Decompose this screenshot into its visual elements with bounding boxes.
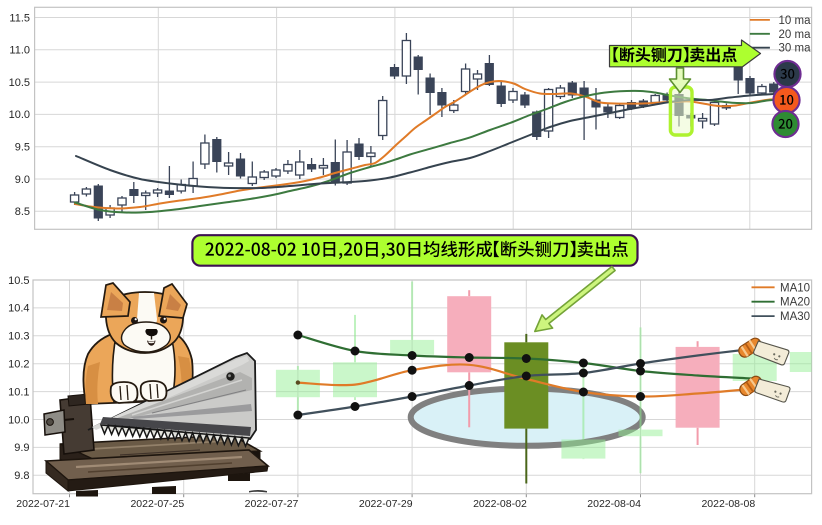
svg-text:9.8: 9.8 — [14, 470, 29, 482]
svg-text:MA20: MA20 — [780, 297, 810, 309]
svg-text:2022-07-25: 2022-07-25 — [130, 498, 184, 510]
svg-text:11.0: 11.0 — [9, 45, 30, 57]
svg-text:10.0: 10.0 — [9, 109, 30, 121]
svg-text:9.5: 9.5 — [15, 142, 30, 154]
svg-text:8.5: 8.5 — [15, 206, 30, 218]
svg-text:2022-08-02: 2022-08-02 — [473, 498, 527, 510]
svg-text:10.1: 10.1 — [8, 386, 29, 398]
svg-text:2022-07-29: 2022-07-29 — [359, 498, 413, 510]
svg-text:2022-07-21: 2022-07-21 — [16, 498, 70, 510]
svg-text:10.2: 10.2 — [8, 359, 29, 371]
svg-text:2022-08-04: 2022-08-04 — [587, 498, 641, 510]
svg-text:10 ma: 10 ma — [779, 15, 812, 27]
svg-text:10.5: 10.5 — [9, 77, 30, 89]
svg-text:MA30: MA30 — [780, 311, 810, 323]
svg-text:10.3: 10.3 — [8, 331, 29, 343]
svg-text:9.9: 9.9 — [14, 442, 29, 454]
svg-text:10.0: 10.0 — [8, 414, 29, 426]
svg-text:10.4: 10.4 — [8, 303, 29, 315]
svg-text:20 ma: 20 ma — [779, 29, 812, 41]
svg-text:10.5: 10.5 — [8, 275, 29, 287]
svg-text:30 ma: 30 ma — [779, 43, 812, 55]
svg-text:11.5: 11.5 — [9, 12, 30, 24]
svg-text:9.0: 9.0 — [15, 174, 30, 186]
svg-text:2022-07-27: 2022-07-27 — [245, 498, 299, 510]
svg-text:2022-08-08: 2022-08-08 — [701, 498, 755, 510]
svg-text:MA10: MA10 — [780, 282, 810, 294]
